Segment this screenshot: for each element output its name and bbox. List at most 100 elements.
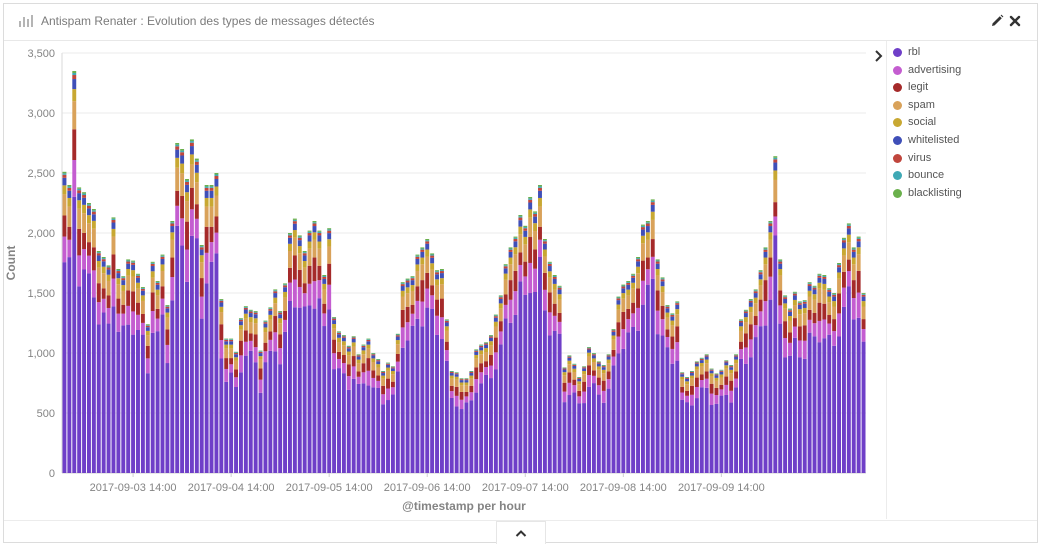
bar-segment-blacklisting[interactable]: [857, 237, 861, 238]
bar-segment-whitelisted[interactable]: [852, 252, 856, 258]
bar-segment-blacklisting[interactable]: [278, 311, 282, 312]
bar-segment-whitelisted[interactable]: [72, 79, 76, 89]
bar-segment-social[interactable]: [734, 360, 738, 364]
bar-segment-virus[interactable]: [239, 320, 243, 322]
bar-segment-advertising[interactable]: [239, 355, 243, 372]
bar-segment-virus[interactable]: [92, 212, 96, 215]
bar-segment-whitelisted[interactable]: [450, 373, 454, 376]
bar-segment-social[interactable]: [518, 227, 522, 235]
bar-segment-whitelisted[interactable]: [317, 235, 321, 241]
bar-segment-blacklisting[interactable]: [837, 263, 841, 264]
bar-segment-rbl[interactable]: [582, 403, 586, 473]
bar-segment-advertising[interactable]: [695, 387, 699, 398]
bar-segment-advertising[interactable]: [283, 320, 287, 332]
bar-segment-legit[interactable]: [141, 314, 145, 323]
bar-segment-rbl[interactable]: [837, 337, 841, 474]
bar-segment-legit[interactable]: [371, 370, 375, 378]
bar-segment-legit[interactable]: [440, 299, 444, 318]
bar-segment-whitelisted[interactable]: [538, 191, 542, 198]
bar-segment-advertising[interactable]: [523, 276, 527, 294]
bar-segment-spam[interactable]: [533, 231, 537, 249]
bar-segment-virus[interactable]: [263, 322, 267, 324]
bar-segment-legit[interactable]: [239, 341, 243, 356]
bar-segment-legit[interactable]: [273, 316, 277, 332]
bar-segment-spam[interactable]: [543, 257, 547, 273]
bar-segment-whitelisted[interactable]: [489, 338, 493, 341]
bar-segment-advertising[interactable]: [538, 240, 542, 257]
bar-segment-legit[interactable]: [116, 299, 120, 314]
bar-segment-social[interactable]: [293, 230, 297, 238]
bar-segment-spam[interactable]: [631, 289, 635, 303]
bar-segment-legit[interactable]: [430, 285, 434, 295]
bar-segment-blacklisting[interactable]: [190, 139, 194, 141]
bar-segment-rbl[interactable]: [793, 338, 797, 473]
bar-segment-virus[interactable]: [803, 302, 807, 304]
bar-segment-legit[interactable]: [528, 237, 532, 263]
bar-segment-advertising[interactable]: [847, 271, 851, 286]
bar-segment-legit[interactable]: [705, 371, 709, 378]
bar-segment-advertising[interactable]: [514, 291, 518, 315]
bar-segment-whitelisted[interactable]: [268, 311, 272, 315]
bar-segment-advertising[interactable]: [680, 393, 684, 400]
bar-segment-whitelisted[interactable]: [509, 252, 513, 258]
bar-segment-advertising[interactable]: [759, 311, 763, 326]
bar-segment-bounce[interactable]: [817, 275, 821, 276]
bar-segment-bounce[interactable]: [234, 352, 238, 353]
bar-segment-social[interactable]: [548, 271, 552, 277]
bar-segment-bounce[interactable]: [489, 336, 493, 337]
bar-segment-blacklisting[interactable]: [401, 282, 405, 283]
bar-segment-virus[interactable]: [249, 311, 253, 313]
bar-segment-blacklisting[interactable]: [308, 231, 312, 232]
bar-segment-rbl[interactable]: [504, 318, 508, 473]
bar-segment-spam[interactable]: [494, 326, 498, 337]
bar-segment-bounce[interactable]: [313, 222, 317, 223]
bar-segment-whitelisted[interactable]: [646, 226, 650, 232]
bar-segment-spam[interactable]: [656, 275, 660, 290]
bar-segment-bounce[interactable]: [680, 373, 684, 374]
bar-segment-rbl[interactable]: [371, 387, 375, 473]
bar-segment-social[interactable]: [420, 258, 424, 265]
bar-segment-whitelisted[interactable]: [116, 273, 120, 278]
bar-segment-spam[interactable]: [425, 257, 429, 273]
bar-segment-bounce[interactable]: [401, 283, 405, 284]
bar-segment-blacklisting[interactable]: [553, 275, 557, 276]
bar-segment-virus[interactable]: [705, 355, 709, 356]
bar-segment-virus[interactable]: [332, 319, 336, 321]
bar-segment-social[interactable]: [680, 377, 684, 380]
bar-segment-rbl[interactable]: [116, 332, 120, 473]
bar-segment-virus[interactable]: [362, 346, 366, 347]
bar-segment-social[interactable]: [116, 278, 120, 284]
bar-segment-legit[interactable]: [401, 310, 405, 328]
bar-segment-whitelisted[interactable]: [813, 290, 817, 295]
bar-segment-rbl[interactable]: [259, 393, 263, 473]
bar-segment-advertising[interactable]: [425, 289, 429, 308]
bar-segment-whitelisted[interactable]: [602, 367, 606, 370]
bar-segment-advertising[interactable]: [82, 249, 86, 269]
bar-segment-rbl[interactable]: [587, 387, 591, 473]
bar-segment-virus[interactable]: [710, 370, 714, 371]
bar-segment-spam[interactable]: [273, 303, 277, 316]
bar-segment-legit[interactable]: [425, 273, 429, 289]
bar-segment-spam[interactable]: [254, 323, 258, 334]
bar-segment-legit[interactable]: [288, 268, 292, 283]
bar-segment-advertising[interactable]: [77, 255, 81, 286]
bar-segment-spam[interactable]: [371, 362, 375, 370]
bar-segment-virus[interactable]: [273, 291, 277, 293]
bar-segment-advertising[interactable]: [749, 339, 753, 357]
bar-segment-social[interactable]: [587, 353, 591, 357]
bar-segment-advertising[interactable]: [857, 293, 861, 318]
bar-segment-virus[interactable]: [528, 200, 532, 203]
bar-segment-social[interactable]: [146, 331, 150, 335]
bar-segment-spam[interactable]: [572, 372, 576, 380]
bar-segment-social[interactable]: [729, 370, 733, 373]
bar-segment-social[interactable]: [641, 236, 645, 243]
bar-segment-virus[interactable]: [514, 239, 518, 241]
bar-segment-blacklisting[interactable]: [744, 310, 748, 311]
bar-segment-social[interactable]: [847, 235, 851, 242]
bar-segment-virus[interactable]: [719, 371, 723, 372]
bar-segment-whitelisted[interactable]: [112, 223, 116, 229]
bar-segment-spam[interactable]: [661, 292, 665, 306]
bar-segment-social[interactable]: [308, 242, 312, 249]
bar-segment-blacklisting[interactable]: [808, 282, 812, 283]
bar-segment-advertising[interactable]: [567, 383, 571, 395]
